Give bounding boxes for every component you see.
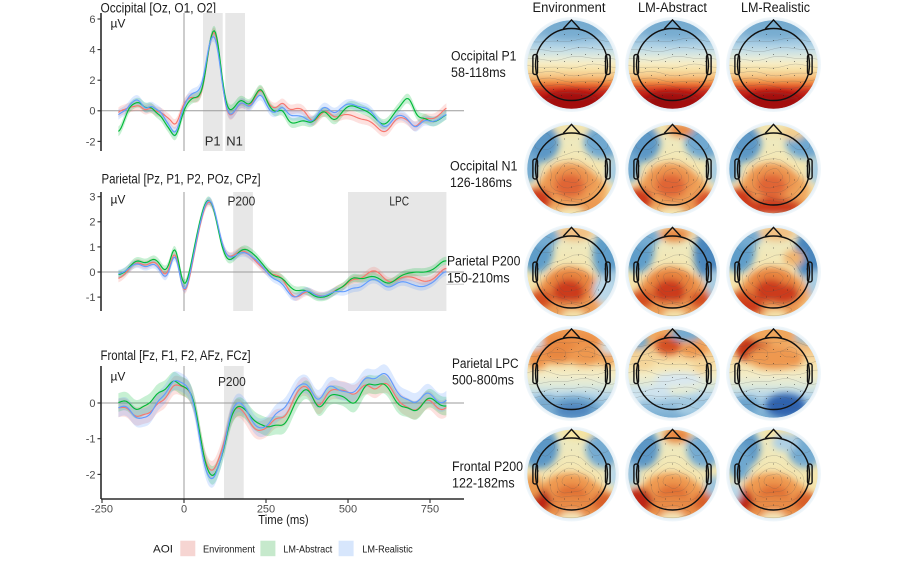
svg-text:LM-Abstract: LM-Abstract [638,0,707,15]
svg-text:2: 2 [89,217,95,229]
svg-text:Parietal P200: Parietal P200 [447,254,520,269]
svg-text:0: 0 [181,504,187,516]
svg-text:500-800ms: 500-800ms [452,372,514,387]
svg-text:500: 500 [339,504,357,516]
svg-text:LM-Abstract: LM-Abstract [283,544,332,555]
svg-text:LM-Realistic: LM-Realistic [362,544,412,555]
svg-text:N1: N1 [226,134,243,149]
svg-text:µV: µV [111,17,126,31]
svg-text:µV: µV [111,193,126,207]
svg-text:P200: P200 [227,193,255,208]
svg-text:-1: -1 [86,292,96,304]
svg-text:1: 1 [89,242,95,254]
svg-text:122-182ms: 122-182ms [452,476,515,491]
svg-text:2: 2 [89,75,95,87]
svg-text:Environment: Environment [533,0,606,15]
svg-text:P200: P200 [218,374,246,389]
svg-text:Frontal P200: Frontal P200 [452,459,523,474]
svg-text:58-118ms: 58-118ms [451,65,506,80]
svg-text:µV: µV [111,370,126,384]
svg-text:126-186ms: 126-186ms [450,175,512,190]
svg-text:AOI: AOI [153,544,173,556]
svg-text:Occipital [Oz, O1, O2]: Occipital [Oz, O1, O2] [101,1,217,16]
svg-text:150-210ms: 150-210ms [447,270,510,285]
svg-text:4: 4 [89,45,95,57]
svg-text:250: 250 [257,504,275,516]
svg-text:Occipital P1: Occipital P1 [451,49,517,64]
svg-text:LPC: LPC [389,193,409,208]
svg-text:Occipital N1: Occipital N1 [450,159,518,174]
svg-text:Frontal [Fz, F1, F2, AFz, FCz]: Frontal [Fz, F1, F2, AFz, FCz] [101,348,251,363]
svg-text:LM-Realistic: LM-Realistic [741,0,810,15]
svg-text:Environment: Environment [203,544,255,555]
svg-text:-250: -250 [91,504,113,516]
svg-text:Time (ms): Time (ms) [258,512,308,527]
svg-text:0: 0 [89,106,95,118]
svg-text:6: 6 [89,14,95,26]
svg-text:Parietal LPC: Parietal LPC [452,356,519,371]
svg-text:-1: -1 [86,434,96,446]
svg-text:P1: P1 [205,134,221,149]
svg-text:-2: -2 [86,136,96,148]
svg-text:750: 750 [421,504,439,516]
svg-text:Parietal [Pz, P1, P2, POz, CPz: Parietal [Pz, P1, P2, POz, CPz] [102,172,261,187]
svg-text:-2: -2 [86,469,96,481]
svg-text:0: 0 [89,398,95,410]
svg-text:3: 3 [89,192,95,204]
svg-text:0: 0 [89,267,95,279]
